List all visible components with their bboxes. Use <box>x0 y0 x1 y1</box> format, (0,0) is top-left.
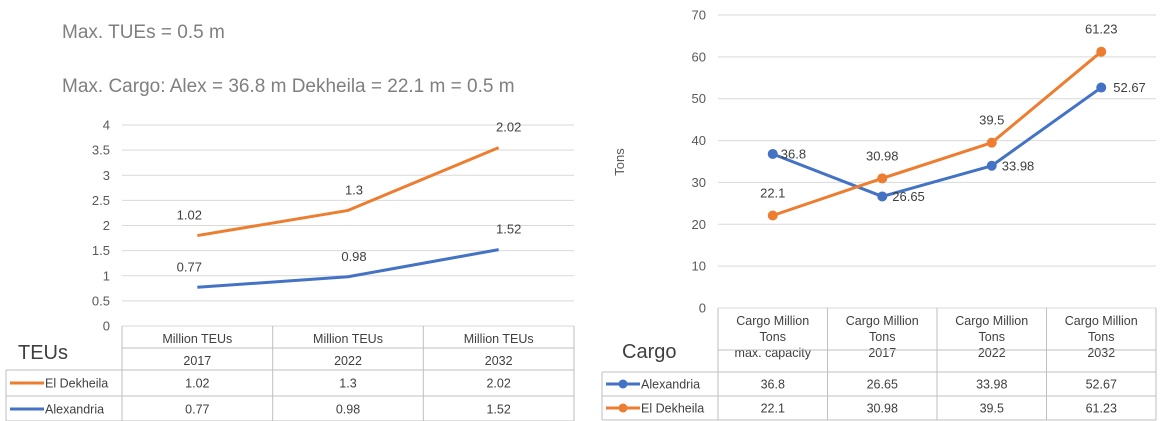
category-label: Tons <box>760 330 786 344</box>
category-label: Tons <box>979 330 1005 344</box>
data-label: 1.52 <box>496 222 521 237</box>
y-tick-label: 1.5 <box>92 243 110 258</box>
data-point <box>767 148 778 159</box>
legend-marker <box>618 403 628 413</box>
category-label: Tons <box>869 330 895 344</box>
y-tick-label: 10 <box>692 259 706 274</box>
legend-label: Alexandria <box>641 378 700 392</box>
table-title: TEUs <box>18 342 68 364</box>
table-cell: 2.02 <box>486 377 510 391</box>
y-tick-label: 1 <box>103 268 110 283</box>
data-label: 33.98 <box>1002 158 1035 173</box>
table-cell: 30.98 <box>867 402 898 416</box>
table-cell: 33.98 <box>976 378 1007 392</box>
data-point <box>986 137 997 148</box>
table-cell: 22.1 <box>761 402 785 416</box>
category-label: Million TEUs <box>464 332 534 346</box>
table-cell: 1.3 <box>339 377 356 391</box>
data-label: 1.3 <box>345 182 363 197</box>
y-axis-label: Tons <box>612 148 627 176</box>
category-label: Cargo Million <box>1065 314 1138 328</box>
table-cell: 61.23 <box>1086 402 1117 416</box>
table-title: Cargo <box>622 341 676 363</box>
category-label: Tons <box>1088 330 1114 344</box>
legend-marker <box>618 379 628 389</box>
table-cell: 0.77 <box>185 403 209 417</box>
series-line <box>772 86 1103 198</box>
table-cell: 0.98 <box>336 403 360 417</box>
category-label: 2032 <box>1087 346 1115 360</box>
table-cell: 1.52 <box>486 403 510 417</box>
series-line <box>197 248 499 289</box>
data-label: 39.5 <box>979 113 1004 128</box>
max-cargo-note: Max. Cargo: Alex = 36.8 m Dekheila = 22.… <box>62 76 515 97</box>
category-label: Cargo Million <box>846 314 919 328</box>
data-label: 36.8 <box>781 146 806 161</box>
y-tick-label: 30 <box>692 175 706 190</box>
data-point <box>767 210 778 221</box>
y-tick-label: 4 <box>103 118 110 133</box>
y-tick-label: 70 <box>692 8 706 23</box>
data-point <box>877 173 888 184</box>
data-point <box>1096 82 1107 93</box>
category-label: 2017 <box>868 346 896 360</box>
table-cell: 39.5 <box>980 402 1004 416</box>
data-label: 1.02 <box>177 208 202 223</box>
data-label: 0.77 <box>177 259 202 274</box>
legend-label: Alexandria <box>45 403 104 417</box>
data-label: 0.98 <box>341 249 366 264</box>
data-label: 22.1 <box>760 185 785 200</box>
legend-label: El Dekheila <box>45 377 108 391</box>
y-tick-label: 3.5 <box>92 143 110 158</box>
max-teus-note: Max. TUEs = 0.5 m <box>62 22 225 43</box>
category-label: Cargo Million <box>955 314 1028 328</box>
category-label: Cargo Million <box>736 314 809 328</box>
category-label: Million TEUs <box>313 332 383 346</box>
table-cell: 52.67 <box>1086 378 1117 392</box>
data-label: 52.67 <box>1113 80 1146 95</box>
table-cell: 1.02 <box>185 377 209 391</box>
category-label: max. capacity <box>735 346 812 360</box>
data-point <box>986 160 997 171</box>
category-label: 2022 <box>334 354 362 368</box>
series-line <box>772 50 1103 217</box>
y-tick-label: 50 <box>692 91 706 106</box>
category-label: 2032 <box>485 354 513 368</box>
y-tick-label: 20 <box>692 217 706 232</box>
data-label: 30.98 <box>866 148 899 163</box>
y-tick-label: 0 <box>103 319 110 334</box>
y-tick-label: 60 <box>692 49 706 64</box>
category-label: 2017 <box>183 354 211 368</box>
series-line <box>197 146 500 238</box>
category-label: 2022 <box>978 346 1006 360</box>
data-point <box>877 191 888 202</box>
data-label: 61.23 <box>1085 22 1118 37</box>
y-tick-label: 2 <box>103 218 110 233</box>
data-point <box>1096 46 1107 57</box>
table-cell: 36.8 <box>761 378 785 392</box>
y-tick-label: 40 <box>692 133 706 148</box>
legend-label: El Dekheila <box>641 402 704 416</box>
y-tick-label: 3 <box>103 168 110 183</box>
data-label: 26.65 <box>892 189 925 204</box>
table-cell: 26.65 <box>867 378 898 392</box>
category-label: Million TEUs <box>162 332 232 346</box>
data-label: 2.02 <box>496 120 521 135</box>
y-tick-label: 0 <box>699 301 706 316</box>
y-tick-label: 2.5 <box>92 193 110 208</box>
y-tick-label: 0.5 <box>92 293 110 308</box>
